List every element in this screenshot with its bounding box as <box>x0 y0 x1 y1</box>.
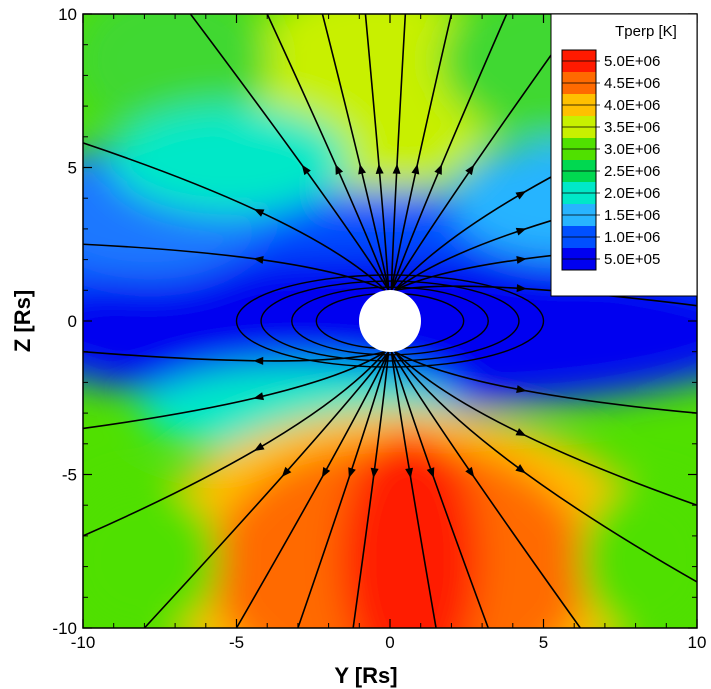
field-line-arrow <box>426 467 435 478</box>
colorbar-level-label: 3.5E+06 <box>604 119 660 136</box>
colorbar-legend: Tperp [K] 5.0E+06 4.5E+06 4.0E+06 3.5E+06 3.… <box>550 13 698 297</box>
field-line <box>189 14 390 291</box>
field-line <box>390 351 437 628</box>
field-line-arrow <box>321 466 331 478</box>
field-line <box>393 351 697 583</box>
field-line <box>390 14 407 291</box>
field-line-arrow <box>375 163 384 175</box>
field-line <box>394 285 697 307</box>
field-line-arrow <box>515 191 527 200</box>
closed-field-loop <box>235 274 545 368</box>
y-tick-label: 5 <box>68 159 77 178</box>
field-line <box>394 350 697 414</box>
field-line <box>83 351 386 430</box>
field-line <box>83 350 386 362</box>
occulter-disk <box>359 290 421 352</box>
field-line-arrow <box>253 255 264 264</box>
field-line <box>235 351 390 628</box>
y-axis-title: Z [Rs] <box>10 290 35 352</box>
field-line <box>390 14 453 291</box>
field-line-arrow <box>405 467 414 479</box>
field-line-arrow <box>516 255 527 264</box>
field-line <box>394 351 697 506</box>
x-axis-title: Y [Rs] <box>334 663 397 688</box>
field-line-arrow <box>253 392 264 401</box>
closed-field-loop <box>260 280 520 362</box>
field-line-arrow <box>465 466 475 478</box>
field-line-arrow <box>515 464 526 474</box>
colorbar-level-label: 4.5E+06 <box>604 75 660 92</box>
colorbar-level-label: 2.5E+06 <box>604 163 660 180</box>
closed-field-loop <box>291 286 489 356</box>
field-line <box>83 142 386 291</box>
colorbar-level-label: 1.5E+06 <box>604 207 660 224</box>
field-line-arrow <box>515 428 527 437</box>
colorbar-level-label: 2.0E+06 <box>604 185 660 202</box>
field-line-arrow <box>370 467 379 479</box>
field-line-arrow <box>335 164 344 175</box>
field-line-arrow <box>465 164 475 176</box>
colorbar-level-label: 1.0E+06 <box>604 229 660 246</box>
x-tick-label: 0 <box>385 633 394 652</box>
field-line-arrow <box>281 466 292 478</box>
colorbar-level-label: 5.0E+05 <box>604 251 660 268</box>
field-line <box>266 14 390 291</box>
field-line-arrow <box>516 284 527 293</box>
x-tick-label: -10 <box>71 633 96 652</box>
field-line <box>390 14 508 291</box>
field-line <box>390 14 581 291</box>
field-line-arrow <box>392 163 401 174</box>
field-line-arrow <box>434 164 442 175</box>
colorbar-title: Tperp [K] <box>615 23 677 40</box>
x-tick-label: 10 <box>688 633 707 652</box>
field-line <box>321 14 390 291</box>
field-line <box>352 351 390 628</box>
field-line-arrow <box>411 163 420 175</box>
colorbar-swatches: 5.0E+06 4.5E+06 4.0E+06 3.5E+06 3.0E+06 2.5E+… <box>561 49 660 271</box>
colorbar-outline <box>561 49 597 271</box>
field-line-arrow <box>253 442 265 451</box>
field-line-arrow <box>515 227 527 236</box>
colorbar-level-label: 3.0E+06 <box>604 141 660 158</box>
y-tick-label: -10 <box>52 619 77 638</box>
field-line-arrow <box>516 385 527 394</box>
x-tick-label: -5 <box>229 633 244 652</box>
field-line-arrow <box>253 208 265 217</box>
colorbar-level-label: 5.0E+06 <box>604 53 660 70</box>
field-line-arrow <box>348 467 356 479</box>
colorbar-level-label: 4.0E+06 <box>604 97 660 114</box>
x-axis-ticks: -10 -5 0 5 10 <box>71 14 707 652</box>
field-line <box>390 351 489 628</box>
y-tick-label: 0 <box>68 312 77 331</box>
field-line <box>83 351 386 537</box>
field-line-arrow <box>253 356 264 365</box>
field-line <box>364 14 390 291</box>
y-tick-label: 10 <box>58 5 77 24</box>
field-line-arrow <box>358 163 366 175</box>
field-line <box>297 351 390 628</box>
y-tick-label: -5 <box>62 466 77 485</box>
field-line <box>143 351 390 628</box>
field-line-arrow <box>301 164 311 176</box>
field-line <box>390 351 581 628</box>
x-tick-label: 5 <box>539 633 548 652</box>
